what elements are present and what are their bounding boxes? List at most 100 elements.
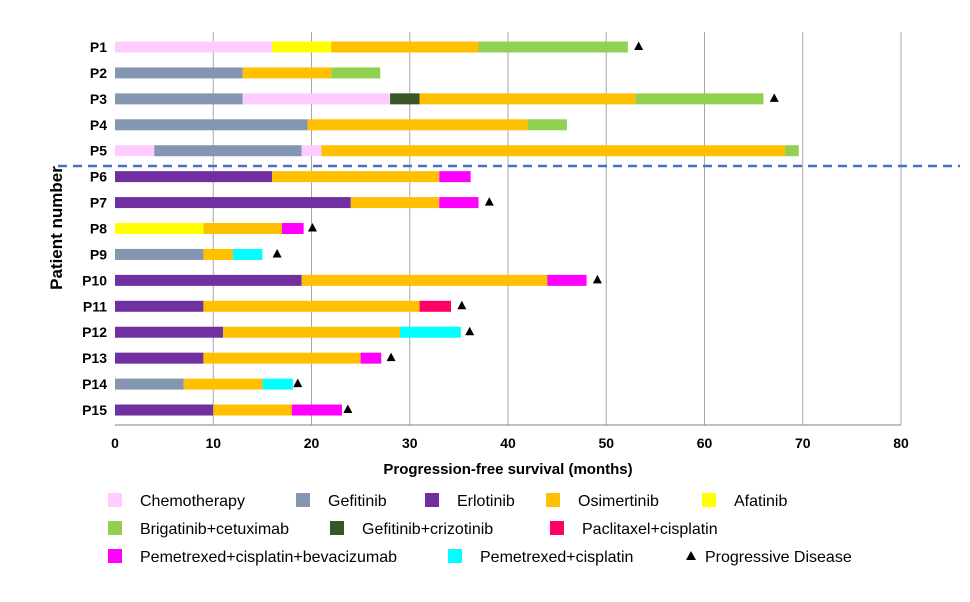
legend-swatch-chemo — [108, 493, 122, 507]
bar-segment-gef — [115, 93, 243, 105]
y-tick-label: P6 — [90, 169, 107, 185]
legend-label-brig: Brigatinib+cetuximab — [140, 521, 289, 538]
legend-label-pacl: Paclitaxel+cisplatin — [582, 521, 718, 538]
y-axis-title: Patient number — [47, 166, 66, 290]
legend-label-gef: Gefitinib — [328, 493, 387, 510]
x-tick-label: 60 — [697, 435, 713, 451]
legend-label-pemb: Pemetrexed+cisplatin+bevacizumab — [140, 549, 397, 566]
legend-swatch-osi — [546, 493, 560, 507]
pd-marker — [307, 223, 317, 232]
bar-segment-osi — [242, 67, 332, 79]
bar-segment-osi — [307, 119, 528, 131]
progressive-disease-markers — [272, 41, 779, 414]
x-tick-label: 20 — [304, 435, 320, 451]
bar-segment-erl — [115, 352, 204, 364]
bar-segment-osi — [301, 274, 548, 286]
gridlines — [212, 32, 902, 425]
pd-marker — [293, 378, 303, 388]
bar-segment-pemb — [439, 197, 479, 209]
legend-swatch-afa — [702, 493, 716, 507]
pd-marker — [343, 404, 353, 414]
bar-segment-erl — [115, 274, 302, 286]
bar-segment-osi — [272, 171, 440, 183]
bar-segment-pemb — [439, 171, 471, 183]
bar-segment-pemb — [547, 274, 587, 286]
pd-marker — [272, 248, 282, 258]
y-tick-label: P12 — [82, 324, 107, 340]
x-tick-label: 80 — [893, 435, 909, 451]
bar-segment-brig — [331, 67, 381, 79]
x-axis-title: Progression-free survival (months) — [383, 461, 632, 478]
bar-segment-erl — [115, 197, 351, 209]
y-tick-label: P3 — [90, 91, 107, 107]
pd-marker — [386, 352, 396, 362]
bar-segment-chemo — [301, 145, 322, 157]
bar-segment-afa — [272, 41, 332, 53]
bar-segment-erl — [115, 404, 214, 416]
y-tick-label: P14 — [82, 376, 107, 392]
y-tick-labels: P1 P2 P3 P4 P5 P6 P7 P8 P9 P10 P11 P12 P13 P14 P15 — [82, 39, 107, 418]
bars — [115, 41, 799, 416]
y-tick-label: P7 — [90, 195, 107, 211]
x-tick-label: 40 — [500, 435, 516, 451]
legend-swatch-erl — [425, 493, 439, 507]
x-tick-label: 0 — [111, 435, 119, 451]
x-tick-label: 30 — [402, 435, 418, 451]
pd-marker — [634, 41, 644, 50]
legend-swatch-pd — [686, 551, 696, 560]
bar-segment-osi — [203, 223, 283, 235]
x-tick-label: 50 — [598, 435, 614, 451]
bar-segment-chemo — [115, 41, 273, 53]
bar-segment-osi — [213, 404, 292, 416]
legend-label-erl: Erlotinib — [457, 493, 515, 510]
bar-segment-erl — [115, 326, 224, 338]
bar-segment-osi — [203, 352, 361, 364]
y-tick-label: P10 — [82, 272, 107, 288]
x-tick-label: 70 — [795, 435, 811, 451]
bar-segment-gef — [154, 145, 302, 157]
legend-swatch-pacl — [550, 521, 564, 535]
y-tick-label: P5 — [90, 143, 107, 159]
bar-segment-pem — [232, 248, 263, 260]
bar-segment-osi — [183, 378, 263, 390]
legend-label-gefcri: Gefitinib+crizotinib — [362, 521, 493, 538]
y-tick-label: P15 — [82, 402, 107, 418]
legend-label-pem: Pemetrexed+cisplatin — [480, 549, 633, 566]
bar-segment-osi — [321, 145, 786, 157]
bar-segment-osi — [203, 300, 420, 312]
bar-segment-brig — [635, 93, 764, 105]
bar-segment-brig — [785, 145, 799, 157]
bar-segment-pacl — [419, 300, 452, 312]
y-tick-label: P2 — [90, 65, 107, 81]
y-tick-label: P8 — [90, 221, 107, 237]
pd-marker — [457, 300, 467, 310]
bar-segment-osi — [331, 41, 479, 53]
y-tick-label: P13 — [82, 350, 107, 366]
x-tick-label: 10 — [205, 435, 221, 451]
bar-segment-osi — [350, 197, 440, 209]
bar-segment-gefcri — [390, 93, 420, 105]
bar-segment-pemb — [360, 352, 382, 364]
bar-segment-brig — [478, 41, 628, 53]
pd-marker — [592, 274, 602, 284]
y-tick-label: P11 — [83, 298, 107, 314]
bar-segment-pemb — [282, 223, 304, 235]
legend-swatch-gef — [296, 493, 310, 507]
bar-segment-afa — [115, 223, 204, 235]
legend: Chemotherapy Gefitinib Erlotinib Osimertini… — [108, 493, 852, 566]
legend-label-afa: Afatinib — [734, 493, 787, 510]
legend-swatch-brig — [108, 521, 122, 535]
bar-segment-pem — [399, 326, 461, 338]
legend-swatch-pem — [448, 549, 462, 563]
y-tick-label: P4 — [90, 117, 107, 133]
bar-segment-pem — [262, 378, 293, 390]
bar-segment-chemo — [242, 93, 391, 105]
y-tick-label: P9 — [90, 246, 107, 262]
bar-segment-chemo — [115, 145, 155, 157]
bar-segment-gef — [115, 378, 184, 390]
legend-label-chemo: Chemotherapy — [140, 493, 245, 510]
bar-segment-osi — [419, 93, 636, 105]
pd-marker — [484, 197, 494, 206]
bar-segment-gef — [115, 248, 204, 260]
